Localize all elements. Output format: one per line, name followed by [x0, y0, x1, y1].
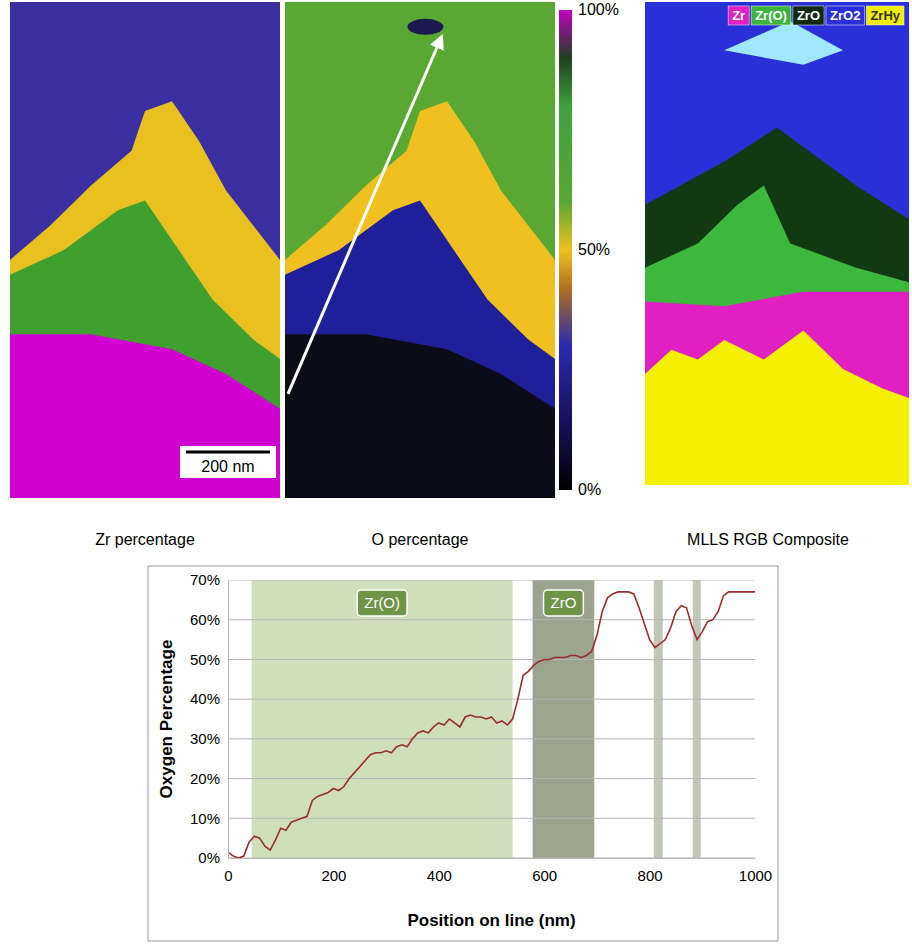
x-tick-label: 600 — [532, 867, 557, 884]
scale-bar-line — [186, 451, 270, 454]
y-tick: 0% — [198, 849, 228, 866]
panel-background — [645, 2, 909, 485]
panel-caption: Zr percentage — [95, 531, 195, 548]
grid-line — [228, 858, 755, 859]
band-label: ZrO — [551, 594, 577, 611]
line-arrow — [288, 37, 442, 394]
x-tick: 800 — [638, 858, 663, 884]
panel-region — [645, 292, 909, 485]
legend-label: ZrO — [797, 8, 820, 23]
plot-area — [228, 580, 755, 858]
panel-caption: MLLS RGB Composite — [687, 531, 849, 548]
y-tick-label: 50% — [190, 651, 220, 668]
x-tick: 600 — [532, 858, 557, 884]
image-panel — [645, 2, 909, 485]
y-tick: 30% — [190, 730, 228, 747]
legend-swatch — [866, 6, 904, 25]
legend-swatch — [751, 6, 791, 25]
image-panel — [285, 2, 555, 498]
y-tick: 10% — [190, 810, 228, 827]
colorbar-tick-label: 100% — [578, 1, 619, 18]
y-tick-label: 0% — [198, 849, 220, 866]
grid-line — [228, 778, 755, 779]
x-tick: 1000 — [739, 858, 772, 884]
scale-bar-box — [180, 446, 276, 478]
panel-background — [285, 2, 555, 498]
panel-region — [285, 200, 555, 498]
legend-label: ZrO2 — [830, 8, 860, 23]
grid-line — [228, 699, 755, 700]
legend-label: ZrHy — [870, 8, 900, 23]
panel-region — [10, 200, 280, 498]
panel-caption: O percentage — [372, 531, 469, 548]
scale-bar: 200 nm — [180, 446, 276, 478]
panel-region — [10, 334, 280, 498]
y-tick: 50% — [190, 651, 228, 668]
panel-background — [10, 2, 280, 498]
grid-line — [228, 818, 755, 819]
grid-line — [228, 580, 755, 581]
x-tick-label: 800 — [638, 867, 663, 884]
y-tick: 70% — [190, 571, 228, 588]
y-tick-label: 70% — [190, 571, 220, 588]
y-tick-label: 20% — [190, 770, 220, 787]
x-axis: 0 200 400 600 800 1000 — [224, 858, 772, 884]
x-tick: 200 — [321, 858, 346, 884]
panel-region — [645, 330, 909, 485]
x-axis-line — [229, 858, 756, 859]
image-panel — [10, 2, 280, 498]
panel-region — [724, 21, 843, 64]
y-tick-label: 30% — [190, 730, 220, 747]
x-tick-label: 1000 — [739, 867, 772, 884]
y-tick-label: 10% — [190, 810, 220, 827]
band — [654, 580, 663, 858]
panel-region — [285, 334, 555, 498]
band-label-background — [357, 590, 407, 616]
colorbar-tick-label: 0% — [578, 481, 601, 498]
panel-region — [285, 101, 555, 498]
band-label-box: Zr(O) — [357, 590, 407, 616]
y-tick: 20% — [190, 770, 228, 787]
band-label: Zr(O) — [364, 594, 400, 611]
y-tick-label: 60% — [190, 611, 220, 628]
colorbar-tick-label: 50% — [578, 241, 610, 258]
y-axis-line — [228, 581, 229, 859]
x-tick-label: 400 — [427, 867, 452, 884]
panel-region — [10, 101, 280, 498]
data-line — [228, 592, 755, 858]
legend-swatch — [826, 6, 864, 25]
x-tick-label: 200 — [321, 867, 346, 884]
band — [252, 580, 513, 858]
y-tick: 40% — [190, 690, 228, 707]
band — [533, 580, 595, 858]
colorbar — [559, 10, 572, 490]
legend-label: Zr(O) — [755, 8, 787, 23]
y-axis-title: Oxygen Percentage — [157, 640, 176, 799]
chart-frame — [148, 566, 778, 941]
x-axis-title: Position on line (nm) — [407, 911, 575, 930]
legend-label: Zr — [732, 8, 745, 23]
band-label-box: ZrO — [544, 590, 584, 616]
legend: Zr Zr(O) ZrO ZrO2 ZrHy — [728, 6, 904, 25]
grid-line — [228, 659, 755, 660]
y-axis: 0% 10% 20% 30% 40% 50% 60% 70% — [190, 571, 229, 866]
band-label-background — [544, 590, 584, 616]
legend-swatch — [793, 6, 824, 25]
scale-bar-label: 200 nm — [201, 458, 254, 475]
grid-line — [228, 619, 755, 620]
panel-region — [407, 19, 443, 35]
figure: Zr percentage O percentage MLLS RGB Compos… — [0, 0, 912, 945]
panel-region — [645, 128, 909, 485]
grid-line — [228, 738, 755, 739]
x-tick: 0 — [224, 858, 232, 884]
x-tick: 400 — [427, 858, 452, 884]
y-tick-label: 40% — [190, 690, 220, 707]
band — [693, 580, 701, 858]
panel-region — [645, 186, 909, 485]
y-tick: 60% — [190, 611, 228, 628]
x-tick-label: 0 — [224, 867, 232, 884]
legend-swatch — [728, 6, 749, 25]
